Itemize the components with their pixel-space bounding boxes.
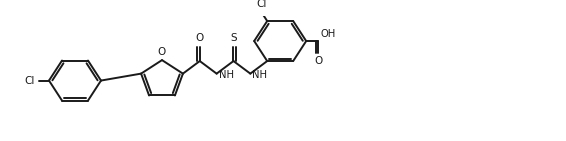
Text: O: O (158, 47, 166, 57)
Text: O: O (196, 33, 204, 43)
Text: Cl: Cl (256, 0, 267, 9)
Text: NH: NH (218, 70, 234, 80)
Text: NH: NH (252, 70, 267, 80)
Text: Cl: Cl (25, 76, 35, 86)
Text: S: S (230, 33, 237, 43)
Text: O: O (314, 56, 322, 66)
Text: OH: OH (320, 29, 336, 39)
